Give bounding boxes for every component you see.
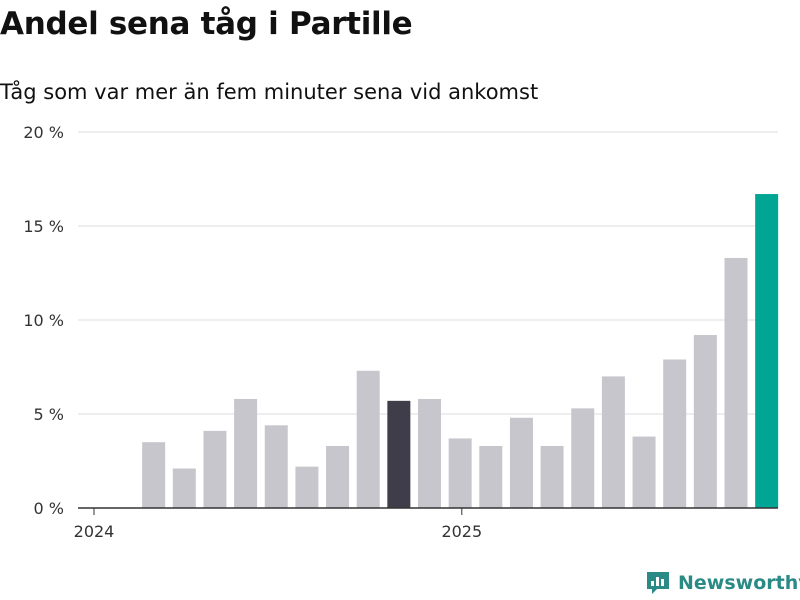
bar-2024-05 <box>295 466 319 508</box>
bar-2025-08 <box>755 194 779 509</box>
newsworthy-logo-icon <box>647 572 669 594</box>
y-axis-labels: 0 % 5 % 10 % 15 % 20 % <box>23 123 64 518</box>
bar-2025-03 <box>601 376 625 508</box>
chart-title: Andel sena tåg i Partille <box>0 6 413 42</box>
brand-logo: Newsworthy <box>645 570 800 596</box>
y-tick-label: 15 % <box>23 217 64 236</box>
bars <box>142 194 779 509</box>
bar-2024-02 <box>203 430 227 508</box>
bar-2025-04 <box>632 436 656 508</box>
bar-2023-12 <box>142 442 166 508</box>
x-axis: 2024 2025 <box>74 507 778 541</box>
y-tick-label: 20 % <box>23 123 64 142</box>
bar-2024-08 <box>387 400 411 508</box>
bar-2024-06 <box>326 445 350 508</box>
y-tick-label: 10 % <box>23 311 64 330</box>
bar-2025-02 <box>571 408 595 508</box>
bar-2024-10 <box>448 438 472 508</box>
chart-subtitle: Tåg som var mer än fem minuter sena vid … <box>0 80 539 104</box>
y-tick-label: 5 % <box>34 405 64 424</box>
bar-2024-01 <box>172 468 196 508</box>
bar-2024-12 <box>509 417 533 508</box>
x-tick-label: 2025 <box>441 522 482 541</box>
bar-2024-11 <box>479 445 503 508</box>
bar-2025-06 <box>693 335 717 508</box>
bar-2024-07 <box>356 370 380 508</box>
bar-2024-03 <box>234 398 258 508</box>
bar-2025-05 <box>663 359 687 508</box>
y-tick-label: 0 % <box>34 499 64 518</box>
x-tick-label: 2024 <box>74 522 115 541</box>
bar-2025-07 <box>724 257 748 508</box>
bar-2024-04 <box>264 425 288 508</box>
bar-2025-01 <box>540 445 564 508</box>
bar-2024-09 <box>418 398 441 508</box>
brand-name: Newsworthy <box>678 572 800 594</box>
